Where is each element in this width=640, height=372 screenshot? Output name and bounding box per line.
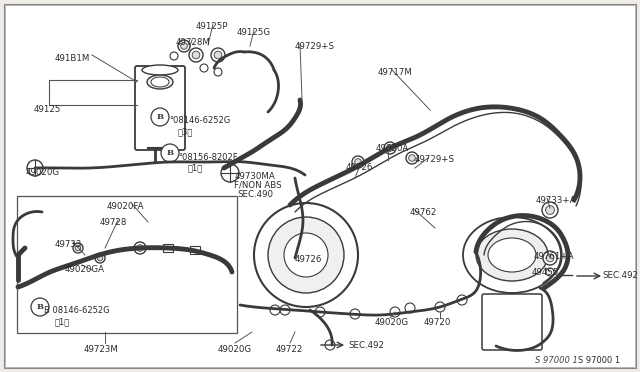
Text: 49125P: 49125P: [196, 22, 228, 31]
Circle shape: [254, 203, 358, 307]
Circle shape: [27, 160, 43, 176]
Circle shape: [546, 254, 554, 262]
Text: 49733: 49733: [55, 240, 83, 249]
Text: 49720: 49720: [424, 318, 451, 327]
Circle shape: [268, 217, 344, 293]
Ellipse shape: [463, 217, 561, 293]
Circle shape: [325, 340, 335, 350]
Circle shape: [457, 295, 467, 305]
Circle shape: [352, 156, 364, 168]
Text: 49125: 49125: [34, 105, 61, 114]
Circle shape: [270, 305, 280, 315]
Text: 49762: 49762: [410, 208, 437, 217]
Circle shape: [192, 51, 200, 59]
Text: 49020GA: 49020GA: [65, 265, 105, 274]
Circle shape: [95, 253, 105, 263]
Text: 49020A: 49020A: [376, 144, 409, 153]
Text: S 97000 1: S 97000 1: [535, 356, 578, 365]
Circle shape: [387, 145, 394, 151]
Circle shape: [211, 48, 225, 62]
Text: 49717M: 49717M: [378, 68, 413, 77]
Circle shape: [384, 142, 396, 154]
Text: °08146-6252G: °08146-6252G: [169, 116, 230, 125]
Text: 49455: 49455: [532, 268, 559, 277]
Circle shape: [284, 233, 328, 277]
Text: 49728: 49728: [100, 218, 127, 227]
Circle shape: [406, 152, 418, 164]
Circle shape: [214, 51, 222, 59]
Circle shape: [170, 52, 178, 60]
Text: B: B: [156, 113, 164, 121]
Text: SEC.492: SEC.492: [348, 340, 384, 350]
Circle shape: [355, 159, 362, 165]
Text: 491B1M: 491B1M: [55, 54, 90, 63]
Circle shape: [189, 48, 203, 62]
Bar: [190, 246, 200, 254]
Text: B: B: [36, 303, 44, 311]
Text: 49020G: 49020G: [375, 318, 409, 327]
Text: 49723M: 49723M: [84, 345, 119, 354]
Text: °08156-8202F: °08156-8202F: [178, 153, 237, 162]
Text: SEC.490: SEC.490: [237, 190, 273, 199]
Text: B: B: [166, 149, 173, 157]
Bar: [163, 244, 173, 252]
Circle shape: [161, 144, 179, 162]
Text: （1）: （1）: [55, 317, 70, 326]
Circle shape: [214, 68, 222, 76]
Text: SEC.492: SEC.492: [602, 272, 638, 280]
Circle shape: [76, 245, 81, 251]
FancyBboxPatch shape: [482, 294, 542, 350]
Text: B 08146-6252G: B 08146-6252G: [44, 306, 109, 315]
Circle shape: [151, 108, 169, 126]
Circle shape: [542, 202, 558, 218]
Circle shape: [178, 40, 190, 52]
Circle shape: [409, 155, 415, 161]
Circle shape: [390, 307, 400, 317]
Circle shape: [221, 164, 239, 182]
Circle shape: [200, 64, 208, 72]
Text: 49733+A: 49733+A: [536, 196, 577, 205]
Circle shape: [546, 268, 554, 276]
Circle shape: [405, 303, 415, 313]
Circle shape: [315, 307, 325, 317]
Circle shape: [350, 309, 360, 319]
Circle shape: [137, 245, 143, 251]
Text: 49761+A: 49761+A: [534, 252, 575, 261]
Text: 49728M: 49728M: [176, 38, 211, 47]
Text: 49020FA: 49020FA: [107, 202, 145, 211]
Text: 49020G: 49020G: [26, 168, 60, 177]
FancyBboxPatch shape: [135, 66, 185, 150]
Circle shape: [545, 206, 554, 214]
Ellipse shape: [488, 238, 536, 272]
Text: 49125G: 49125G: [237, 28, 271, 37]
Text: 49726: 49726: [346, 163, 373, 172]
Circle shape: [280, 305, 290, 315]
Text: 49729+S: 49729+S: [415, 155, 455, 164]
Text: S 97000 1: S 97000 1: [578, 356, 620, 365]
Circle shape: [180, 43, 188, 49]
Text: （3）: （3）: [178, 127, 193, 136]
Circle shape: [97, 255, 103, 261]
Ellipse shape: [476, 229, 548, 281]
Circle shape: [73, 243, 83, 253]
Ellipse shape: [142, 65, 178, 75]
Ellipse shape: [151, 77, 169, 87]
Text: 49730MA: 49730MA: [235, 172, 276, 181]
Text: 49726: 49726: [295, 255, 323, 264]
Circle shape: [31, 298, 49, 316]
Circle shape: [134, 242, 146, 254]
Text: （1）: （1）: [188, 163, 204, 172]
Circle shape: [435, 302, 445, 312]
Bar: [17, 196, 237, 333]
Text: 49729+S: 49729+S: [295, 42, 335, 51]
Ellipse shape: [147, 75, 173, 89]
Circle shape: [543, 251, 557, 265]
Text: 49020G: 49020G: [218, 345, 252, 354]
Text: F/NON ABS: F/NON ABS: [234, 181, 282, 190]
Text: 49722: 49722: [276, 345, 303, 354]
